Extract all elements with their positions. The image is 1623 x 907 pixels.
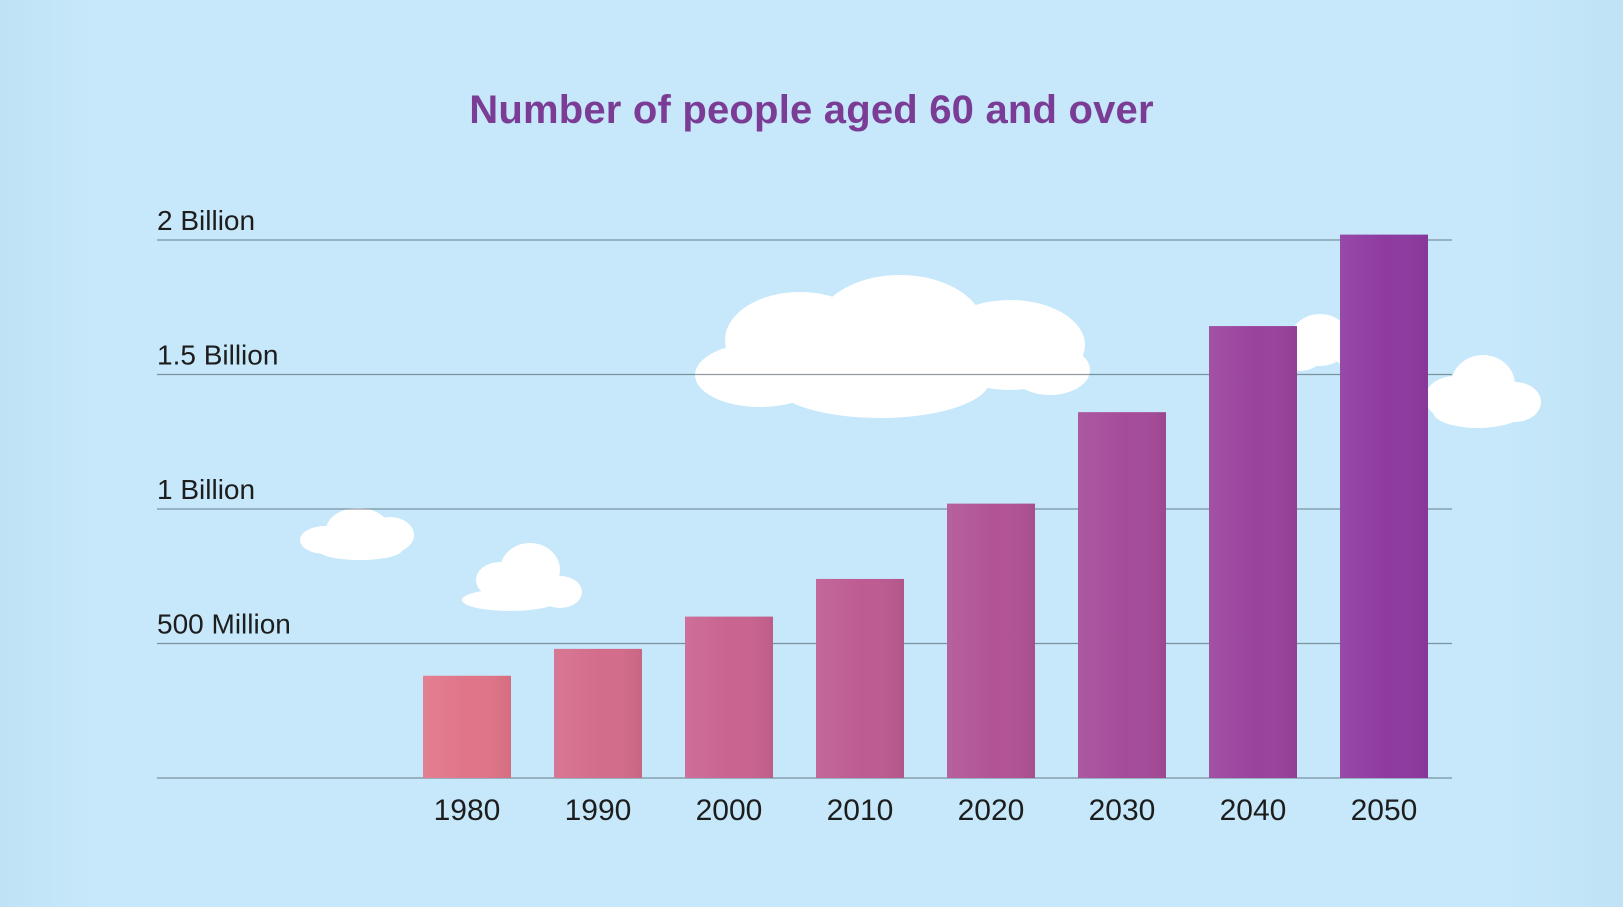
bar-shading bbox=[685, 616, 773, 778]
x-tick-label: 2050 bbox=[1351, 794, 1418, 827]
x-tick-label: 2040 bbox=[1220, 794, 1287, 827]
chart-title: Number of people aged 60 and over bbox=[469, 88, 1154, 132]
y-tick-label: 2 Billion bbox=[157, 205, 255, 236]
cloud-small-center-left bbox=[462, 543, 582, 611]
cloud-medium-right bbox=[1425, 355, 1541, 428]
y-tick-label: 1 Billion bbox=[157, 474, 255, 505]
bar-shading bbox=[1078, 412, 1166, 778]
y-tick-label: 500 Million bbox=[157, 609, 291, 640]
x-axis-tick-labels: 1980 1990 2000 2010 2020 2030 2040 2050 bbox=[434, 794, 1418, 827]
x-tick-label: 2010 bbox=[827, 794, 894, 827]
bar-shading bbox=[1209, 326, 1297, 778]
bar-shading bbox=[816, 578, 904, 778]
x-tick-label: 2000 bbox=[696, 794, 763, 827]
x-tick-label: 2030 bbox=[1089, 794, 1156, 827]
bar-shading bbox=[1340, 234, 1428, 778]
cloud-small-left bbox=[300, 508, 414, 560]
cloud-large bbox=[695, 275, 1090, 418]
x-tick-label: 1990 bbox=[565, 794, 632, 827]
bar-shading bbox=[947, 503, 1035, 778]
bar-shading bbox=[554, 648, 642, 778]
x-tick-label: 1980 bbox=[434, 794, 501, 827]
bars bbox=[423, 234, 1428, 778]
bar-shading bbox=[423, 675, 511, 778]
x-tick-label: 2020 bbox=[958, 794, 1025, 827]
y-axis-tick-labels: 500 Million 1 Billion 1.5 Billion 2 Billion bbox=[157, 205, 291, 640]
y-tick-label: 1.5 Billion bbox=[157, 340, 278, 371]
